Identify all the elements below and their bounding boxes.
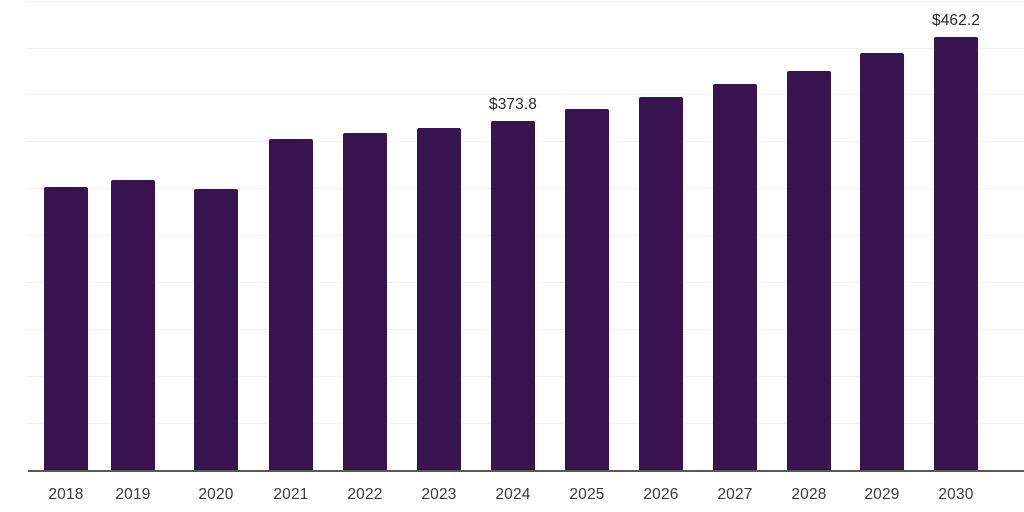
- x-axis-label-2024: 2024: [495, 486, 531, 503]
- bar[interactable]: [194, 189, 238, 471]
- bar[interactable]: [565, 109, 609, 471]
- bar[interactable]: [787, 71, 831, 471]
- bar[interactable]: [934, 37, 978, 471]
- x-axis-label-2026: 2026: [643, 486, 679, 503]
- bar[interactable]: [860, 53, 904, 471]
- bar[interactable]: [639, 97, 683, 471]
- bar[interactable]: [417, 128, 461, 471]
- bar[interactable]: [343, 133, 387, 471]
- bar[interactable]: [491, 121, 535, 471]
- plot-area: $373.8 $462.2: [26, 1, 1024, 471]
- x-axis-tick-labels: 2018 2019 2020 2021 2022 2023 2024 2025 2026 2027…: [0, 471, 1024, 512]
- bar-value-label: $373.8: [488, 96, 538, 113]
- x-axis-line: [28, 470, 1024, 472]
- x-axis-label-2022: 2022: [347, 486, 383, 503]
- bar[interactable]: [269, 139, 313, 471]
- bar-value-label: $462.2: [931, 12, 981, 29]
- x-axis-label-2030: 2030: [938, 486, 974, 503]
- x-axis-label-2029: 2029: [864, 486, 900, 503]
- x-axis-label-2020: 2020: [198, 486, 234, 503]
- x-axis-label-2021: 2021: [273, 486, 309, 503]
- bar[interactable]: [111, 180, 155, 471]
- bar[interactable]: [44, 187, 88, 471]
- x-axis-label-2023: 2023: [421, 486, 457, 503]
- x-axis-label-2018: 2018: [48, 486, 84, 503]
- bars-layer: $373.8 $462.2: [44, 12, 981, 471]
- x-axis-label-2027: 2027: [717, 486, 753, 503]
- bar[interactable]: [713, 84, 757, 471]
- x-axis-label-2028: 2028: [791, 486, 827, 503]
- x-axis-label-2025: 2025: [569, 486, 605, 503]
- x-axis-label-2019: 2019: [115, 486, 151, 503]
